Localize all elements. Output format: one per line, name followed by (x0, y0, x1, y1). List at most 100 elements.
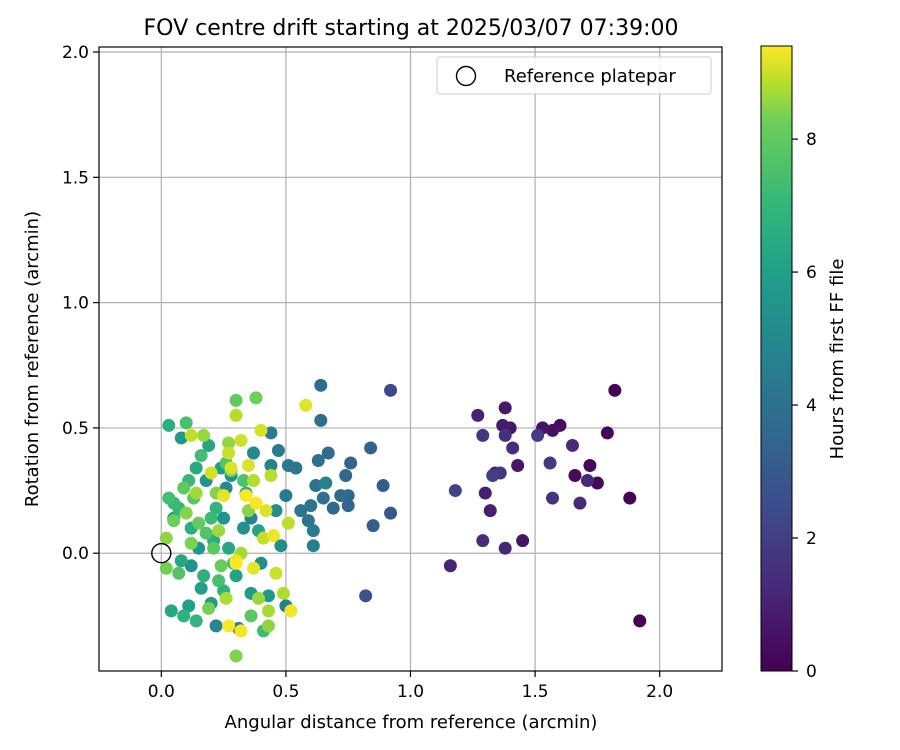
data-point (247, 561, 261, 575)
data-point (496, 418, 510, 432)
data-point (247, 474, 261, 488)
data-point (471, 408, 485, 422)
data-point (311, 453, 325, 467)
data-point (184, 428, 198, 442)
data-point (546, 491, 560, 505)
data-point (194, 448, 208, 462)
data-point (264, 426, 278, 440)
data-point (580, 474, 594, 488)
data-point (623, 491, 637, 505)
data-point (316, 491, 330, 505)
data-point (162, 491, 176, 505)
data-point (276, 586, 290, 600)
data-point (212, 524, 226, 538)
data-point (478, 486, 492, 500)
colorbar-tick-label: 2 (806, 529, 817, 549)
colorbar-tick-label: 4 (806, 396, 817, 416)
x-axis-ticks: 0.0 0.5 1.0 1.5 2.0 (148, 671, 673, 702)
data-point (301, 514, 315, 528)
y-tick-label: 0.0 (62, 544, 89, 564)
data-point (486, 469, 500, 483)
data-point (182, 599, 196, 613)
data-point (608, 383, 622, 397)
data-point (261, 619, 275, 633)
data-point (167, 514, 181, 528)
data-point (511, 459, 525, 473)
x-tick-label: 2.0 (646, 682, 673, 702)
data-point (274, 539, 288, 553)
data-point (271, 443, 285, 457)
data-point (269, 566, 283, 580)
data-point (222, 541, 236, 555)
y-tick-label: 2.0 (62, 43, 89, 63)
data-point (162, 418, 176, 432)
data-points (159, 378, 647, 663)
data-point (222, 436, 236, 450)
data-point (339, 469, 353, 483)
data-point (174, 431, 188, 445)
data-point (184, 536, 198, 550)
data-point (249, 391, 263, 405)
data-point (209, 619, 223, 633)
data-point (197, 428, 211, 442)
data-point (314, 413, 328, 427)
x-axis-label: Angular distance from reference (arcmin) (225, 712, 598, 733)
data-point (189, 486, 203, 500)
data-point (224, 461, 238, 475)
data-point (217, 511, 231, 525)
data-point (334, 489, 348, 503)
y-tick-label: 1.0 (62, 294, 89, 314)
y-axis-label: Rotation from reference (arcmin) (22, 211, 43, 507)
data-point (326, 501, 340, 515)
data-point (299, 398, 313, 412)
data-point (341, 499, 355, 513)
data-point (284, 604, 298, 618)
data-point (192, 516, 206, 530)
data-point (498, 401, 512, 415)
data-point (256, 531, 270, 545)
data-point (222, 446, 236, 460)
data-point (179, 506, 193, 520)
x-tick-label: 1.0 (397, 682, 424, 702)
data-point (244, 609, 258, 623)
data-point (364, 441, 378, 455)
data-point (217, 489, 231, 503)
data-point (202, 438, 216, 452)
data-point (359, 589, 373, 603)
colorbar-tick-label: 8 (806, 130, 817, 150)
data-point (177, 481, 191, 495)
data-point (304, 499, 318, 513)
data-point (234, 624, 248, 638)
data-point (159, 531, 173, 545)
data-point (222, 619, 236, 633)
data-point (229, 393, 243, 407)
legend-marker-icon (455, 65, 477, 87)
data-point (281, 516, 295, 530)
data-point (207, 541, 221, 555)
data-point (229, 556, 243, 570)
data-point (209, 501, 223, 515)
data-point (242, 459, 256, 473)
colorbar: 0 2 4 6 8 Hours from first FF file (760, 45, 848, 682)
data-point (344, 456, 358, 470)
data-point (266, 529, 280, 543)
data-point (159, 561, 173, 575)
data-point (189, 461, 203, 475)
legend: Reference platepar (436, 56, 712, 95)
data-point (269, 504, 283, 518)
data-point (321, 446, 335, 460)
data-point (531, 428, 545, 442)
data-point (229, 569, 243, 583)
data-point (174, 554, 188, 568)
data-point (384, 506, 398, 520)
x-tick-label: 1.5 (522, 682, 549, 702)
data-point (261, 589, 275, 603)
data-point (172, 566, 186, 580)
data-point (384, 383, 398, 397)
data-point (565, 438, 579, 452)
data-point (476, 534, 490, 548)
data-point (189, 614, 203, 628)
data-point (184, 559, 198, 573)
data-point (264, 469, 278, 483)
